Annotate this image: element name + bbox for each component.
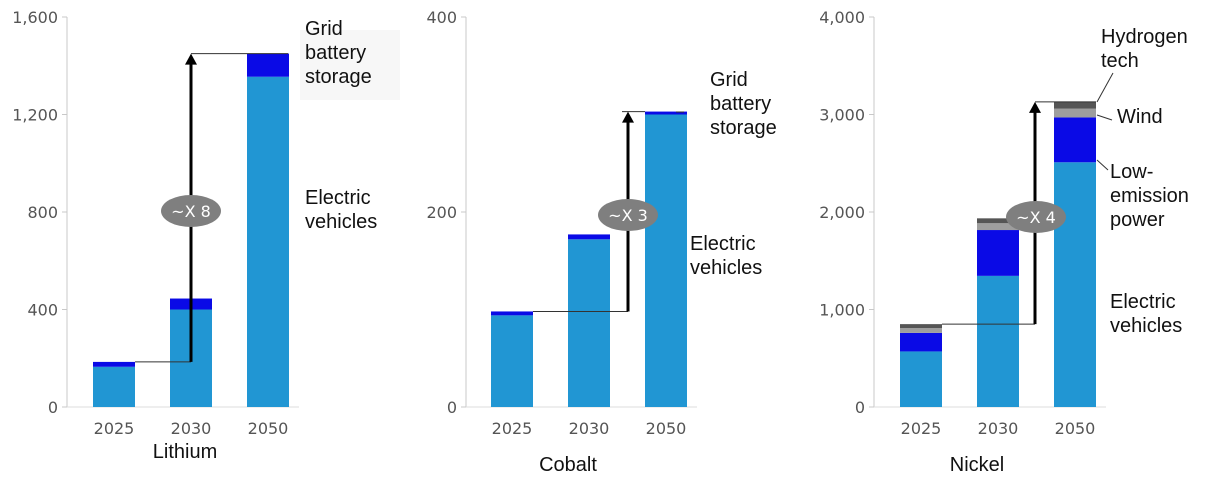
bar-electric-vehicles-2050 [1054,162,1096,407]
x-tick-label: 2050 [1055,419,1096,438]
annotation-leader [1096,159,1109,171]
annotation-label: Grid [710,69,748,91]
x-tick-label: 2025 [94,419,135,438]
multiplier-label: ~X 3 [608,206,648,225]
y-tick-label: 400 [426,8,457,27]
annotation-label: Grid [305,18,343,40]
bar-low-emission-power-2025 [900,332,942,352]
annotation-label: battery [710,93,771,115]
bar-electric-vehicles-2050 [645,114,687,407]
y-tick-label: 200 [426,203,457,222]
annotation-leader [1096,114,1113,121]
chart-nickel: 0 1,000 2,000 3,000 4,000 2025 2030 2050 ~X 4 Hyd… [819,8,1189,476]
chart-title: Lithium [153,441,217,463]
annotation-label: power [1110,209,1165,231]
growth-arrow-head [185,53,197,65]
y-tick-label: 0 [447,398,457,417]
bar-grid-battery-storage-2050 [247,53,289,77]
bar-grid-battery-storage-2025 [491,311,533,316]
y-tick-label: 0 [48,398,58,417]
annotation-label: vehicles [690,257,762,279]
multiplier-label: ~X 4 [1016,208,1056,227]
annotation-label: Electric [305,187,371,209]
annotation-label: Low- [1110,161,1153,183]
chart-cobalt: 0 200 400 2025 2030 2050 ~X 3 Gridbatterystorag… [426,8,776,476]
bar-low-emission-power-2050 [1054,117,1096,163]
x-tick-label: 2025 [901,419,942,438]
y-tick-label: 0 [855,398,865,417]
annotation-label: storage [305,66,372,88]
bar-electric-vehicles-2030 [977,275,1019,407]
annotation-label: Electric [690,233,756,255]
y-tick-label: 1,600 [12,8,58,27]
bar-grid-battery-storage-2030 [568,234,610,240]
bar-electric-vehicles-2025 [93,366,135,407]
y-tick-label: 1,000 [819,301,865,320]
annotation-label: Electric [1110,291,1176,313]
multiplier-bubble [161,195,221,227]
multiplier-bubble [1006,201,1066,233]
annotation-label: Hydrogen [1101,26,1188,48]
growth-arrow-head [1029,101,1041,113]
annotation-label: tech [1101,50,1139,72]
y-tick-label: 1,200 [12,106,58,125]
bar-electric-vehicles-2030 [568,239,610,407]
bar-wind-2050 [1054,108,1096,118]
y-tick-label: 2,000 [819,203,865,222]
x-tick-label: 2030 [978,419,1019,438]
x-tick-label: 2025 [492,419,533,438]
x-tick-label: 2050 [248,419,289,438]
bar-grid-battery-storage-2050 [645,111,687,115]
bar-hydrogen-tech-2025 [900,324,942,329]
growth-arrow-head [622,111,634,123]
bar-low-emission-power-2030 [977,230,1019,276]
annotation-label: emission [1110,185,1189,207]
y-tick-label: 800 [27,203,58,222]
annotation-label: battery [305,42,366,64]
annotation-label: vehicles [305,211,377,233]
x-tick-label: 2050 [646,419,687,438]
chart-title: Cobalt [539,454,597,476]
annotation-label: storage [710,117,777,139]
annotation-background [300,30,400,100]
multiplier-label: ~X 8 [171,202,211,221]
annotation-label: Wind [1117,106,1163,128]
chart-lithium: 0 400 800 1,200 1,600 2025 2030 2050 ~X 8 Gridbat… [12,8,400,463]
annotation-leader [1096,72,1114,103]
x-tick-label: 2030 [171,419,212,438]
bar-wind-2030 [977,223,1019,231]
bar-hydrogen-tech-2030 [977,218,1019,224]
y-tick-label: 400 [27,301,58,320]
bar-hydrogen-tech-2050 [1054,101,1096,109]
bar-electric-vehicles-2025 [900,351,942,407]
annotation-label: vehicles [1110,315,1182,337]
bar-electric-vehicles-2050 [247,76,289,407]
x-tick-label: 2030 [569,419,610,438]
multiplier-bubble [598,199,658,231]
y-tick-label: 3,000 [819,106,865,125]
y-tick-label: 4,000 [819,8,865,27]
bar-electric-vehicles-2025 [491,315,533,407]
bar-wind-2025 [900,328,942,333]
bar-grid-battery-storage-2025 [93,361,135,367]
chart-title: Nickel [950,454,1004,476]
